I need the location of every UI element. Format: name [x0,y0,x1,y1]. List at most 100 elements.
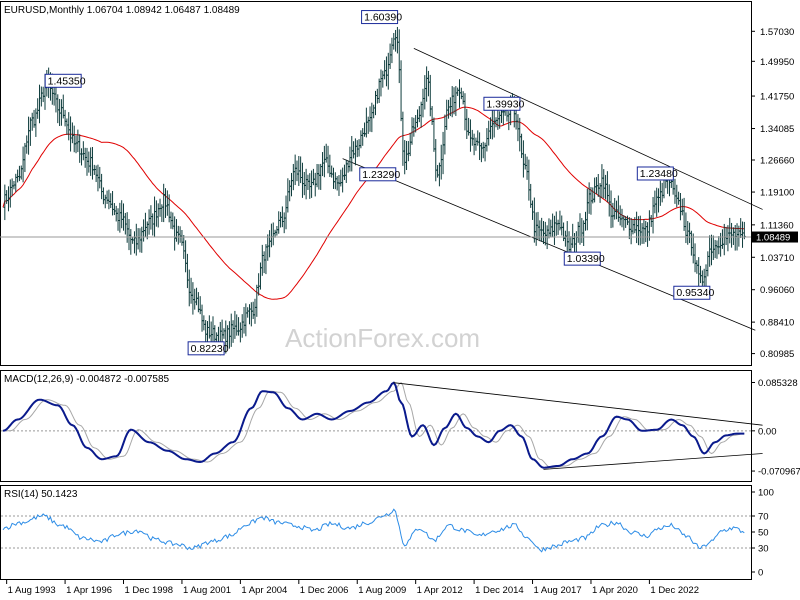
macd-header: MACD(12,26,9) -0.004872 -0.007585 [4,374,170,385]
price-level-label-text: 0.82230 [191,343,229,355]
macd-axis: 0.085328 0.00 -0.070967 [751,378,800,478]
rsi-path [2,508,745,553]
macd-trend-line [543,453,763,470]
price-level-label-text: 0.95340 [676,287,714,299]
macd-axis-tick: -0.070967 [751,467,800,478]
date-axis-tick: 1 Aug 2017 [532,580,582,596]
price-axis-tick-label: 1.19100 [760,188,794,199]
price-axis-tick: 1.41750 [751,92,794,103]
price-axis-tick: 1.03710 [751,253,794,264]
price-axis-tick: 1.19100 [751,188,794,199]
price-axis-tick-label: 0.88410 [760,318,794,329]
date-axis-tick-label: 1 Dec 2014 [475,585,524,596]
date-axis-tick: 1 Dec 2022 [648,580,699,596]
price-level-label: 1.23480 [636,166,678,181]
rsi-axis-tick-label: 0 [758,568,763,579]
rsi-panel: RSI(14) 50.1423 100 70 50 30 0 [0,485,774,580]
macd-axis-tick-label: 0.00 [758,426,777,437]
price-axis-tick-label: 1.41750 [760,92,794,103]
date-axis-tick-label: 1 Apr 2004 [241,585,287,596]
rsi-panel-frame [0,485,752,580]
price-level-label: 1.03390 [563,251,605,266]
rsi-axis-tick-label: 50 [758,528,769,539]
date-axis-tick: 1 Apr 2020 [590,580,638,596]
price-level-label-box [483,96,521,111]
price-level-label-text: 1.39930 [486,98,524,110]
price-axis-tick-label: 1.03710 [760,253,794,264]
date-axis-tick-label: 1 Aug 2009 [358,585,406,596]
watermark: ActionForex.com [285,323,480,353]
rsi-axis-tick-label: 70 [758,512,769,523]
rsi-axis-tick-label: 100 [758,488,774,499]
price-level-label-box [44,73,82,88]
date-axis-tick: 1 Apr 2004 [239,580,287,596]
price-level-label-text: 1.60390 [364,12,402,24]
macd-signal-path [3,382,745,469]
rsi-level-lines [1,515,751,549]
date-axis-tick-label: 1 Apr 1996 [66,585,112,596]
macd-axis-tick-label: -0.070967 [758,467,800,478]
price-level-label: 0.82230 [187,341,229,356]
price-level-label-box [359,167,397,182]
date-axis-tick-label: 1 Aug 2001 [183,585,231,596]
price-level-label-box [187,341,225,356]
date-axis-tick-label: 1 Dec 2022 [650,585,699,596]
price-axis-tick: 0.80985 [751,349,794,360]
date-axis-tick: 1 Dec 2014 [473,580,524,596]
date-axis-tick: 1 Apr 1996 [64,580,112,596]
price-level-label-box [636,166,674,181]
macd-main-line [2,381,745,469]
price-axis-tick-label: 1.26660 [760,156,794,167]
price-axis-tick: 0.88410 [751,318,794,329]
macd-panel: MACD(12,26,9) -0.004872 -0.007585 0.0853… [0,370,800,482]
date-axis-tick-label: 1 Dec 2006 [300,585,349,596]
price-level-label-box [673,285,711,300]
price-level-label: 1.60390 [361,10,402,25]
date-axis-tick-label: 1 Apr 2012 [417,585,463,596]
price-level-label: 1.45350 [44,73,86,88]
date-axis-tick-label: 1 Aug 2017 [534,585,582,596]
last-price-label: 1.08489 [756,233,790,244]
date-axis-tick-label: 1 Aug 1993 [8,585,56,596]
price-level-label-box [563,251,601,266]
channel-line [342,158,756,331]
rsi-line [2,508,745,553]
date-axis: 1 Aug 1993 1 Apr 1996 1 Dec 1998 1 Aug 2001… [6,580,699,596]
rsi-axis-tick: 30 [751,544,769,555]
price-axis-tick-label: 0.96060 [760,285,794,296]
price-axis-tick: 1.11360 [751,220,794,231]
rsi-axis-tick: 50 [751,528,769,539]
macd-signal-line [3,382,745,469]
date-axis-tick: 1 Dec 2006 [298,580,349,596]
price-bars [3,26,746,356]
price-panel: ActionForex.com EURUSD,Monthly 1.06704 1… [0,1,798,366]
price-level-label-text: 1.45350 [48,75,86,87]
channel-line [413,48,763,210]
price-panel-frame [0,1,752,366]
date-axis-tick: 1 Apr 2012 [415,580,463,596]
price-level-label-box [361,10,399,25]
price-axis-tick: 1.57030 [751,27,794,38]
date-axis-tick-label: 1 Apr 2020 [592,585,638,596]
date-axis-tick: 1 Dec 1998 [123,580,173,596]
price-axis-tick-label: 1.11360 [760,220,794,231]
price-level-label: 1.39930 [483,96,525,111]
macd-axis-tick-label: 0.085328 [758,378,798,389]
macd-axis-tick: 0.00 [751,426,777,437]
price-axis-tick: 1.34085 [751,124,794,135]
price-axis-tick: 1.49950 [751,57,794,68]
price-labels: 1.45350 0.82230 1.60390 1.23290 1.39930 1.033… [44,10,714,356]
macd-trend-lines [393,382,763,470]
price-level-label: 0.95340 [673,285,714,300]
price-axis-tick-label: 1.49950 [760,57,794,68]
price-axis-tick: 1.26660 [751,156,794,167]
price-axis-tick-label: 0.80985 [760,349,794,360]
rsi-axis-tick: 70 [751,512,769,523]
price-axis-tick-label: 1.34085 [760,124,794,135]
price-axis: 1.57030 1.49950 1.41750 1.34085 1.26660 1.191… [751,27,794,360]
price-axis-tick: 0.96060 [751,285,794,296]
macd-panel-frame [0,370,752,482]
macd-trend-line [393,382,763,426]
last-price-badge [752,231,798,243]
